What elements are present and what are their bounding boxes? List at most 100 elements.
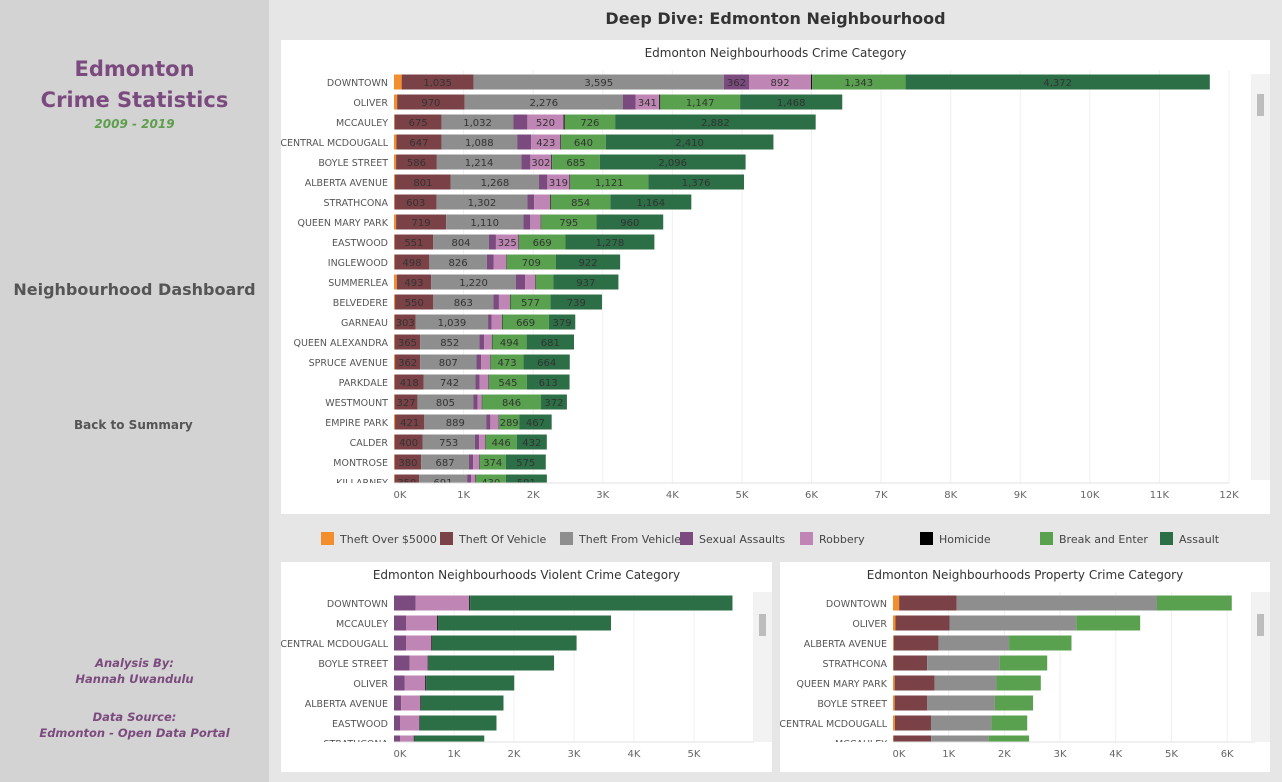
bar-homicide[interactable] (518, 234, 520, 250)
legend-item-theft-over-5000[interactable]: Theft Over $5000 (321, 532, 437, 546)
bar-theft-of-vehicle[interactable] (395, 174, 451, 190)
bar-theft-of-vehicle[interactable] (395, 354, 421, 370)
bar-break-and-enter[interactable] (535, 274, 554, 290)
bar-homicide[interactable] (469, 595, 471, 611)
bar-sexual-assaults[interactable] (523, 214, 531, 230)
bar-sexual-assaults[interactable] (394, 655, 410, 671)
bar-theft-from-vehicle[interactable] (956, 595, 1157, 611)
bar-sexual-assaults[interactable] (394, 695, 402, 711)
bar-sexual-assaults[interactable] (493, 294, 499, 310)
bar-homicide[interactable] (420, 695, 421, 711)
bar-break-and-enter[interactable] (475, 474, 506, 490)
bar-theft-of-vehicle[interactable] (894, 715, 931, 731)
bar-assault[interactable] (519, 414, 552, 430)
bar-assault[interactable] (523, 354, 570, 370)
bar-theft-from-vehicle[interactable] (450, 174, 540, 190)
bar-assault[interactable] (610, 194, 692, 210)
bar-robbery[interactable] (530, 154, 552, 170)
bar-theft-over-5000[interactable] (394, 214, 397, 230)
bar-robbery[interactable] (547, 174, 570, 190)
bar-robbery[interactable] (490, 414, 499, 430)
bar-sexual-assaults[interactable] (394, 735, 400, 751)
bar-sexual-assaults[interactable] (394, 595, 416, 611)
legend-item-theft-of-vehicle[interactable]: Theft Of Vehicle (440, 532, 546, 546)
bar-theft-over-5000[interactable] (893, 675, 895, 691)
bar-theft-from-vehicle[interactable] (931, 735, 989, 751)
legend-item-theft-from-vehicle[interactable]: Theft From Vehicle (560, 532, 681, 546)
bar-break-and-enter[interactable] (561, 134, 606, 150)
bar-robbery[interactable] (481, 354, 491, 370)
bar-homicide[interactable] (811, 74, 813, 90)
bar-sexual-assaults[interactable] (473, 394, 478, 410)
bar-robbery[interactable] (400, 715, 420, 731)
bar-robbery[interactable] (479, 434, 486, 450)
bar-theft-over-5000[interactable] (394, 354, 396, 370)
crime-category-chart[interactable]: DOWNTOWN 1,035 3,595 362 892 1,343 4,372 OLIVER… (281, 40, 1270, 514)
bar-theft-over-5000[interactable] (394, 234, 395, 250)
bar-theft-from-vehicle[interactable] (433, 294, 494, 310)
bar-homicide[interactable] (479, 454, 480, 470)
bar-theft-of-vehicle[interactable] (394, 194, 437, 210)
legend-item-sexual-assaults[interactable]: Sexual Assaults (680, 532, 785, 546)
bar-theft-over-5000[interactable] (394, 454, 395, 470)
bar-assault[interactable] (905, 74, 1210, 90)
bar-theft-over-5000[interactable] (394, 74, 402, 90)
bar-homicide[interactable] (498, 414, 500, 430)
bar-theft-over-5000[interactable] (394, 134, 397, 150)
bar-robbery[interactable] (400, 735, 414, 751)
bar-assault[interactable] (740, 94, 843, 110)
bar-break-and-enter[interactable] (1009, 635, 1072, 651)
bar-robbery[interactable] (534, 194, 551, 210)
bar-theft-over-5000[interactable] (893, 715, 895, 731)
bar-assault[interactable] (596, 214, 664, 230)
bar-homicide[interactable] (563, 114, 565, 130)
bar-theft-from-vehicle[interactable] (473, 74, 724, 90)
bar-homicide[interactable] (488, 374, 490, 390)
bar-sexual-assaults[interactable] (513, 114, 528, 130)
bar-theft-from-vehicle[interactable] (423, 374, 476, 390)
bar-theft-from-vehicle[interactable] (436, 194, 528, 210)
bar-theft-from-vehicle[interactable] (431, 274, 516, 290)
bar-break-and-enter[interactable] (492, 334, 527, 350)
legend-item-assault[interactable]: Assault (1160, 532, 1219, 546)
bar-robbery[interactable] (477, 394, 482, 410)
bar-break-and-enter[interactable] (991, 715, 1028, 731)
bar-sexual-assaults[interactable] (394, 635, 406, 651)
bar-theft-of-vehicle[interactable] (394, 114, 442, 130)
bar-break-and-enter[interactable] (479, 454, 506, 470)
back-to-summary-button[interactable]: Back to Summary (74, 418, 193, 432)
bar-theft-from-vehicle[interactable] (464, 94, 623, 110)
bar-homicide[interactable] (475, 474, 477, 490)
bar-theft-over-5000[interactable] (394, 254, 395, 270)
bar-break-and-enter[interactable] (1156, 595, 1232, 611)
bar-assault[interactable] (615, 114, 816, 130)
bar-theft-over-5000[interactable] (893, 655, 894, 671)
bar-theft-from-vehicle[interactable] (417, 394, 474, 410)
bar-assault[interactable] (516, 434, 547, 450)
bar-homicide[interactable] (485, 434, 486, 450)
bar-theft-over-5000[interactable] (394, 94, 398, 110)
main-chart-scrollbar[interactable] (1251, 74, 1270, 480)
bar-assault[interactable] (555, 254, 621, 270)
bar-sexual-assaults[interactable] (394, 715, 400, 731)
bar-theft-from-vehicle[interactable] (415, 314, 489, 330)
bar-sexual-assaults[interactable] (479, 334, 485, 350)
bar-homicide[interactable] (491, 334, 493, 350)
bar-theft-of-vehicle[interactable] (396, 274, 432, 290)
bar-sexual-assaults[interactable] (474, 434, 480, 450)
bar-theft-from-vehicle[interactable] (927, 695, 995, 711)
bar-sexual-assaults[interactable] (517, 134, 532, 150)
bar-sexual-assaults[interactable] (486, 254, 494, 270)
bar-robbery[interactable] (530, 214, 541, 230)
bar-assault[interactable] (470, 595, 733, 611)
bar-robbery[interactable] (749, 74, 812, 90)
bar-theft-over-5000[interactable] (394, 294, 396, 310)
main-chart-scroll-thumb[interactable] (1257, 94, 1264, 116)
bar-theft-of-vehicle[interactable] (894, 695, 928, 711)
bar-robbery[interactable] (484, 334, 492, 350)
bar-break-and-enter[interactable] (994, 695, 1034, 711)
bar-sexual-assaults[interactable] (475, 374, 480, 390)
violent-chart-scrollbar[interactable] (753, 592, 772, 742)
bar-theft-of-vehicle[interactable] (394, 454, 422, 470)
bar-theft-over-5000[interactable] (394, 394, 395, 410)
